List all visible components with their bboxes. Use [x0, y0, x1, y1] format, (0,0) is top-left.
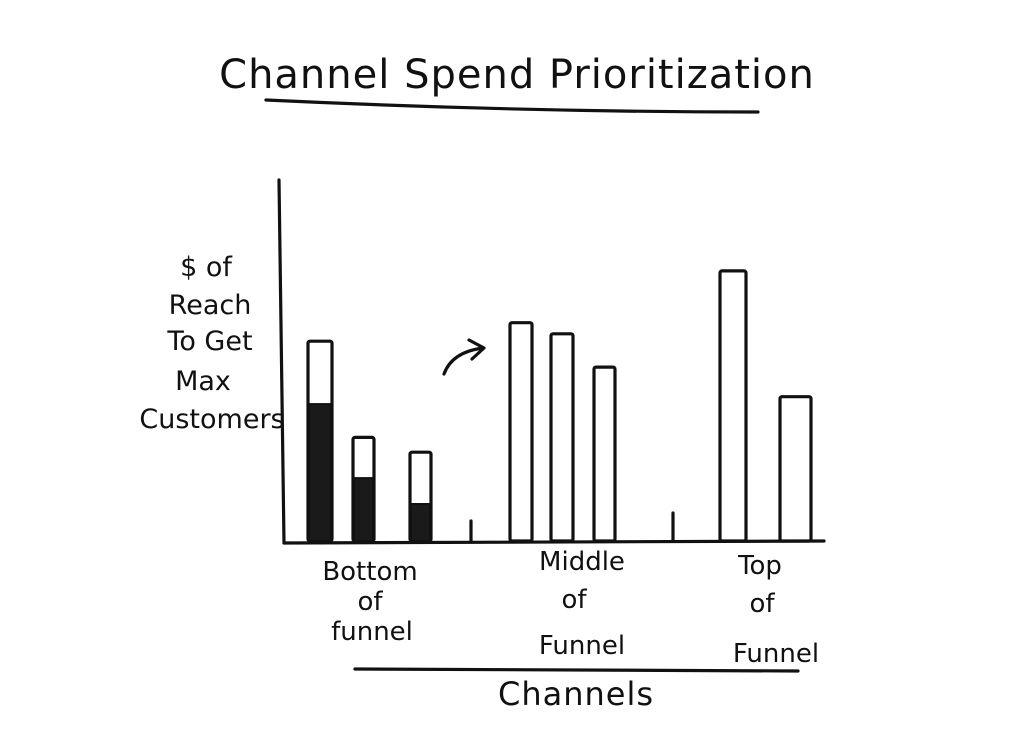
y-axis-label-line: $ of — [180, 252, 233, 283]
category-label-line: of — [561, 585, 587, 615]
bar-filled-portion — [410, 503, 431, 542]
category-label-line: Funnel — [733, 639, 819, 669]
category-label-line: Funnel — [539, 631, 625, 661]
category-label-line: Top — [737, 551, 782, 581]
annotation-arrow — [442, 338, 486, 376]
category-label-line: of — [749, 589, 775, 619]
bar — [508, 321, 534, 543]
category-label-line: Bottom — [322, 557, 417, 587]
bars-layer — [306, 269, 813, 543]
category-label-line: Middle — [539, 547, 625, 577]
bar-filled-portion — [353, 477, 374, 543]
bar — [778, 395, 813, 543]
y-axis-label-line: To Get — [166, 326, 252, 357]
bar — [549, 332, 575, 543]
category-label-line: of — [357, 587, 383, 617]
y-axis-label-line: Max — [175, 366, 231, 397]
x-axis-label: Channels — [498, 675, 654, 713]
y-axis-line — [277, 178, 286, 545]
title-underline — [264, 98, 760, 114]
category-label-bottom-of-funnel: Bottom of funnel — [322, 557, 417, 647]
bar — [718, 269, 748, 543]
bar — [592, 365, 617, 543]
y-axis-label-line: Customers — [139, 404, 284, 435]
chart-title: Channel Spend Prioritization — [219, 52, 815, 98]
category-label-top-of-funnel: Top of Funnel — [733, 551, 819, 669]
category-label-middle-of-funnel: Middle of Funnel — [539, 547, 625, 661]
x-axis-label-line — [353, 667, 800, 673]
y-axis-label-line: Reach — [169, 290, 252, 321]
category-label-line: funnel — [331, 617, 413, 647]
y-axis-label: $ of Reach To Get Max Customers — [139, 252, 284, 435]
bar-filled-portion — [308, 403, 332, 542]
